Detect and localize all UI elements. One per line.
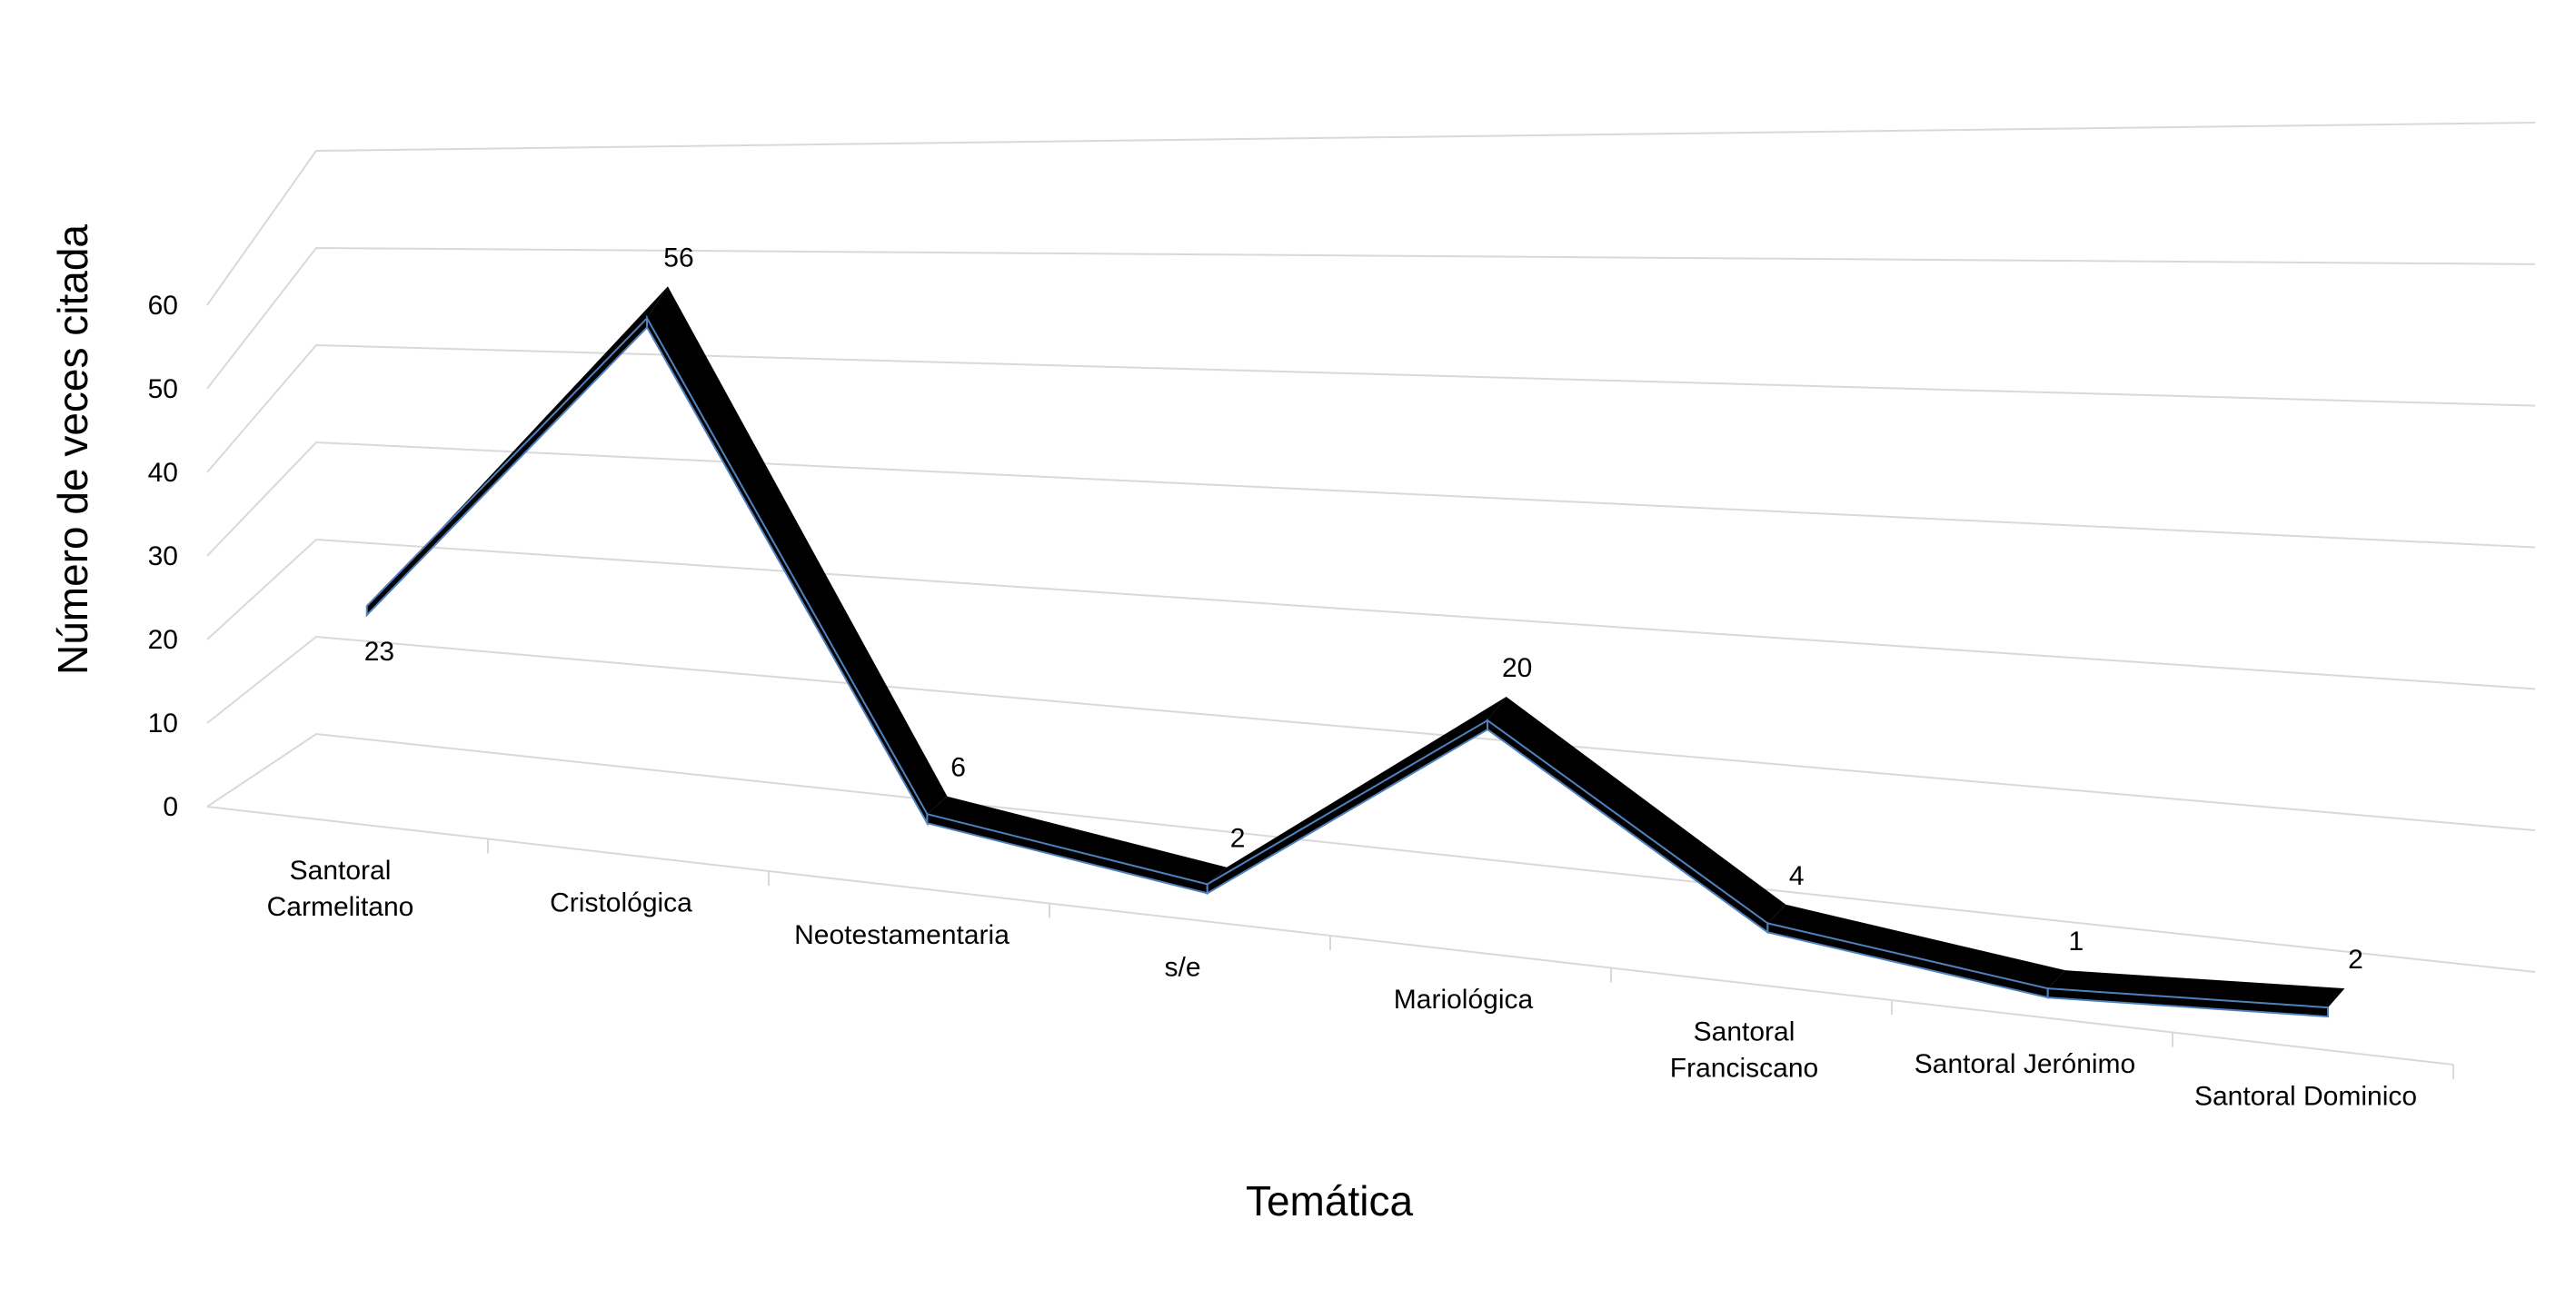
ribbon-segment <box>927 797 1227 885</box>
x-category-label: Cristológica <box>550 887 692 917</box>
x-axis-title: Temática <box>1246 1177 1413 1225</box>
y-tick-label: 30 <box>148 541 178 571</box>
y-tick-label: 10 <box>148 709 178 739</box>
gridlines <box>207 123 2535 972</box>
y-axis-title: Número de veces citada <box>49 224 96 675</box>
ribbon-segment <box>647 286 947 814</box>
y-tick-label: 50 <box>148 374 178 404</box>
gridline <box>207 442 2535 556</box>
ribbon-segment-edge <box>647 318 927 823</box>
x-category-label: Santoral Dominico <box>2194 1081 2417 1111</box>
data-label: 56 <box>663 243 693 273</box>
gridline <box>207 248 2535 389</box>
data-label: 2 <box>2348 945 2363 975</box>
ribbon-segment-edge <box>1487 720 1767 932</box>
y-tick-labels: 0 10 20 30 40 50 60 <box>148 291 178 822</box>
x-category-label: Neotestamentaria <box>794 920 1010 950</box>
data-label: 2 <box>1230 824 1246 854</box>
data-label: 1 <box>2068 927 2084 957</box>
y-tick-label: 20 <box>148 625 178 655</box>
ribbon-segment <box>1487 697 1785 923</box>
data-label: 20 <box>1502 653 1532 683</box>
y-tick-label: 60 <box>148 291 178 321</box>
gridline <box>207 123 2535 305</box>
y-tick-label: 0 <box>163 792 178 822</box>
floor-axis <box>207 807 2453 1079</box>
ribbon-segment-edge <box>367 318 647 615</box>
x-category-label: Santoral Franciscano <box>1670 1016 1818 1083</box>
data-label: 23 <box>364 637 394 667</box>
x-category-label: Mariológica <box>1394 985 1534 1015</box>
gridline <box>207 734 2535 972</box>
y-tick-label: 40 <box>148 458 178 488</box>
data-label: 6 <box>950 753 966 783</box>
gridline <box>207 540 2535 689</box>
x-category-label: Santoral Carmelitano <box>267 856 414 922</box>
x-category-label: s/e <box>1164 952 1200 982</box>
ribbon-segment-edge <box>1208 720 1487 893</box>
data-label: 4 <box>1789 861 1805 891</box>
x-category-label: Santoral Jerónimo <box>1915 1049 2135 1079</box>
